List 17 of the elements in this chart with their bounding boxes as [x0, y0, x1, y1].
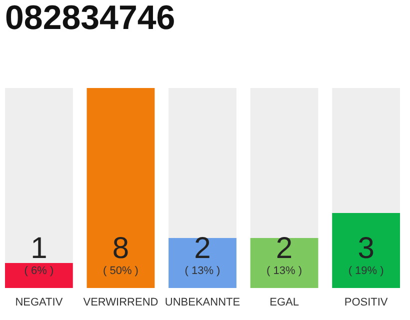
data-label: 2 [194, 232, 211, 265]
data-label: 8 [112, 232, 130, 265]
data-label: 3 [358, 232, 374, 265]
annotation: ( 50% ) [102, 265, 138, 277]
bar [5, 263, 73, 288]
chart-title: 082834746 [5, 0, 176, 37]
x-tick-label: POSITIV [344, 296, 388, 308]
annotation: ( 19% ) [348, 265, 384, 277]
x-tick-label: EGAL [270, 296, 299, 308]
x-tick-label: VERWIRREND [83, 296, 158, 308]
x-tick-label: UNBEKANNTE [164, 296, 240, 308]
annotation: ( 6% ) [24, 265, 54, 277]
x-tick-label: NEGATIV [15, 296, 64, 308]
data-label: 2 [276, 232, 293, 265]
annotation: ( 13% ) [184, 265, 220, 277]
annotation: ( 13% ) [266, 265, 302, 277]
data-label: 1 [30, 232, 48, 265]
